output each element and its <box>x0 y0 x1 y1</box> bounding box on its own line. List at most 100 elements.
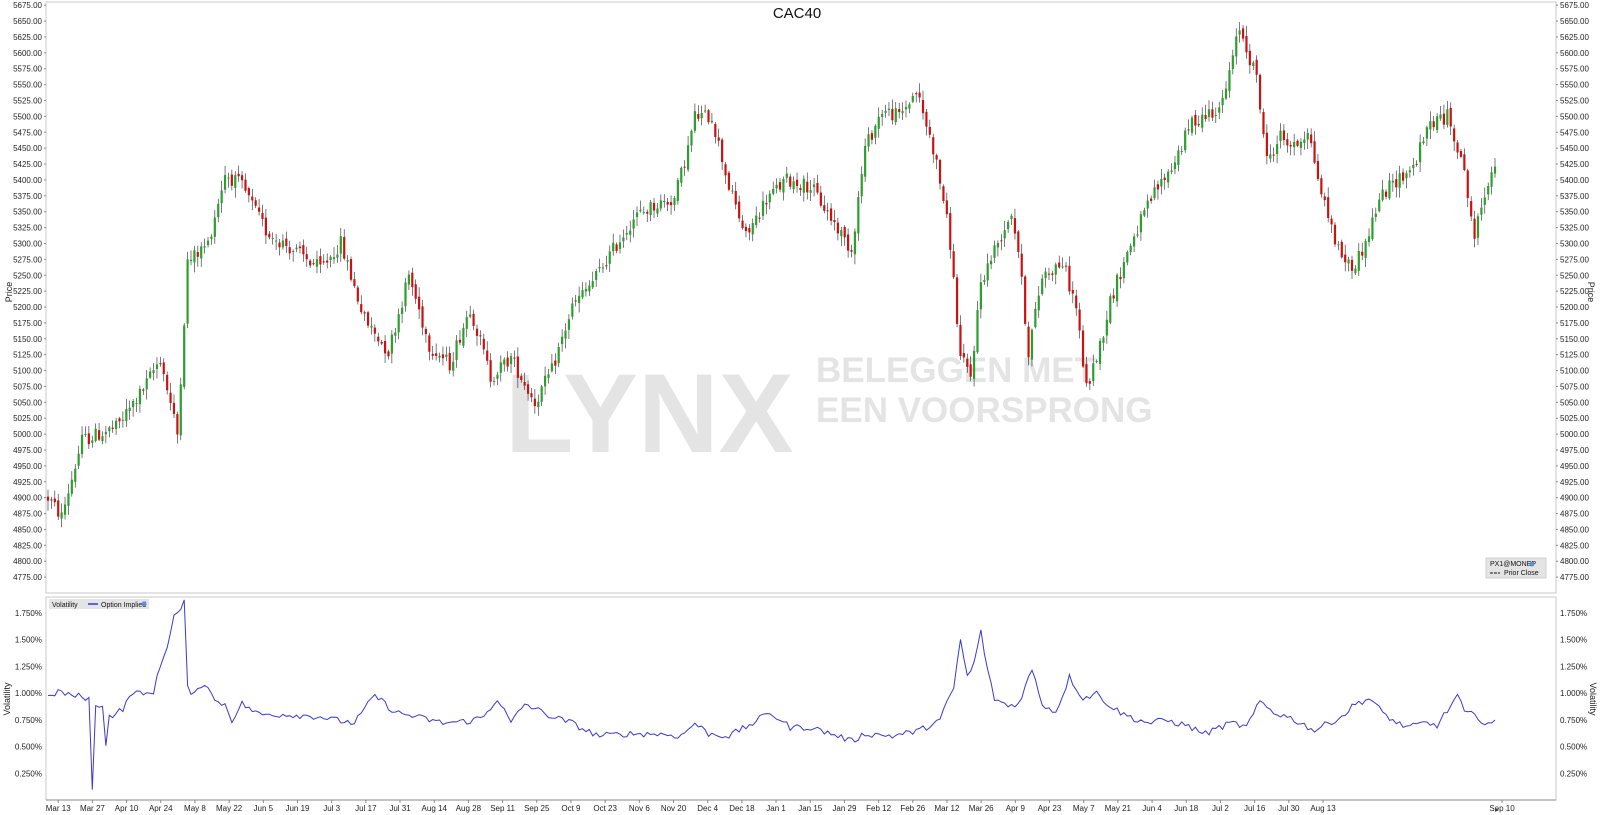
candle-body <box>1453 128 1456 142</box>
candle-body <box>952 251 955 278</box>
candle-body <box>1337 244 1340 246</box>
candle-body <box>1262 112 1265 135</box>
x-tick-label: Jun 19 <box>285 804 310 813</box>
volatility-y-ticks-right: 0.250% 0.500% 0.750% 1.000% 1.250% 1.500% 1.75… <box>1560 609 1587 778</box>
candle-body <box>901 111 904 114</box>
candle-body <box>1153 187 1156 199</box>
candle-body <box>598 266 601 269</box>
candle-body <box>812 184 816 188</box>
candle-body <box>758 217 761 219</box>
price-y-tick-label: 4950.00 <box>13 462 42 471</box>
x-ticks: Mar 13 Mar 27 Apr 10 Apr 24 May 8 May 22 Jun 5… <box>46 800 1515 813</box>
candle-body <box>428 335 431 352</box>
candle-body <box>70 479 73 494</box>
volatility-legend-series: Option Implied <box>101 602 146 609</box>
candle-body <box>91 440 94 443</box>
price-ylabel-left: Price <box>4 282 14 303</box>
candle-body <box>1064 265 1068 267</box>
candle-body <box>448 352 451 371</box>
volatility-y-tick-label: 1.500% <box>15 636 42 645</box>
chart-title: CAC40 <box>773 5 821 22</box>
price-y-tick-label-right: 4825.00 <box>1560 541 1589 550</box>
candle-body <box>1405 173 1408 179</box>
candle-body <box>152 370 155 374</box>
candle-body <box>394 332 397 336</box>
candle-body <box>251 196 254 201</box>
candle-body <box>118 418 121 422</box>
candle-body <box>608 251 611 264</box>
candle-body <box>234 175 237 188</box>
candle-body <box>1282 130 1286 140</box>
price-y-tick-label-right: 5550.00 <box>1560 81 1589 90</box>
candle-body <box>1459 151 1463 157</box>
candle-body <box>1126 251 1129 263</box>
candle-body <box>697 114 700 119</box>
candle-body <box>605 265 608 267</box>
candle-body <box>298 246 302 249</box>
candle-body <box>921 99 925 114</box>
candle-body <box>1136 234 1139 236</box>
candle-body <box>458 339 462 343</box>
candle-body <box>829 208 833 221</box>
candle-body <box>1177 150 1180 166</box>
candle-body <box>496 374 499 379</box>
candle-body <box>925 111 928 127</box>
candle-body <box>1017 231 1020 253</box>
candle-body <box>1194 114 1197 126</box>
candle-body <box>114 420 118 429</box>
candle-body <box>932 137 935 155</box>
candle-body <box>707 110 710 123</box>
candle-body <box>1401 172 1405 181</box>
candle-body <box>823 205 826 211</box>
candle-body <box>578 295 581 304</box>
candle-body <box>46 496 50 501</box>
candle-body <box>1313 141 1316 163</box>
candle-body <box>353 279 356 287</box>
candlestick-series <box>46 22 1497 528</box>
candle-body <box>1037 295 1040 311</box>
candle-body <box>149 371 152 378</box>
candle-body <box>1024 276 1027 324</box>
volatility-y-tick-label-right: 0.500% <box>1560 743 1587 752</box>
candle-body <box>1258 74 1262 110</box>
scroll-arrow-icon[interactable]: ▸ <box>1495 805 1499 814</box>
candle-body <box>67 493 70 506</box>
candle-body <box>1201 114 1204 128</box>
candle-body <box>111 427 114 429</box>
candle-body <box>237 173 240 177</box>
candle-body <box>887 108 891 110</box>
price-y-tick-label: 4925.00 <box>13 478 42 487</box>
price-y-tick-label-right: 5175.00 <box>1560 319 1589 328</box>
candle-body <box>1483 197 1486 205</box>
candle-body <box>1109 296 1112 323</box>
candle-body <box>1391 180 1394 183</box>
price-y-tick-label: 5625.00 <box>13 33 42 42</box>
price-y-tick-label: 5075.00 <box>13 382 42 391</box>
candle-body <box>843 227 846 238</box>
volatility-legend[interactable]: Volatility Option Implied <box>49 599 149 609</box>
x-tick-label: Jun 5 <box>254 804 274 813</box>
volatility-y-tick-label: 0.250% <box>15 769 42 778</box>
candle-body <box>1425 127 1429 139</box>
candle-body <box>972 350 976 379</box>
candle-body <box>1344 254 1347 263</box>
candle-body <box>1003 230 1006 239</box>
candle-body <box>1235 36 1238 57</box>
candle-body <box>1030 329 1034 360</box>
price-y-tick-label: 5025.00 <box>13 414 42 423</box>
price-y-tick-label-right: 4850.00 <box>1560 525 1589 534</box>
price-y-tick-label-right: 5225.00 <box>1560 287 1589 296</box>
candle-body <box>969 364 972 377</box>
price-y-tick-label-right: 5150.00 <box>1560 335 1589 344</box>
price-y-tick-label-right: 5675.00 <box>1560 1 1589 10</box>
candle-body <box>898 109 901 113</box>
price-legend[interactable]: PX1@MONEP Prior Close <box>1485 557 1547 579</box>
candle-body <box>1088 381 1091 384</box>
candle-body <box>77 453 80 466</box>
candle-body <box>1473 218 1476 239</box>
candle-body <box>986 263 989 281</box>
price-y-tick-label-right: 5650.00 <box>1560 17 1589 26</box>
candle-body <box>128 407 131 411</box>
candle-body <box>1173 162 1177 170</box>
candle-body <box>407 274 410 285</box>
